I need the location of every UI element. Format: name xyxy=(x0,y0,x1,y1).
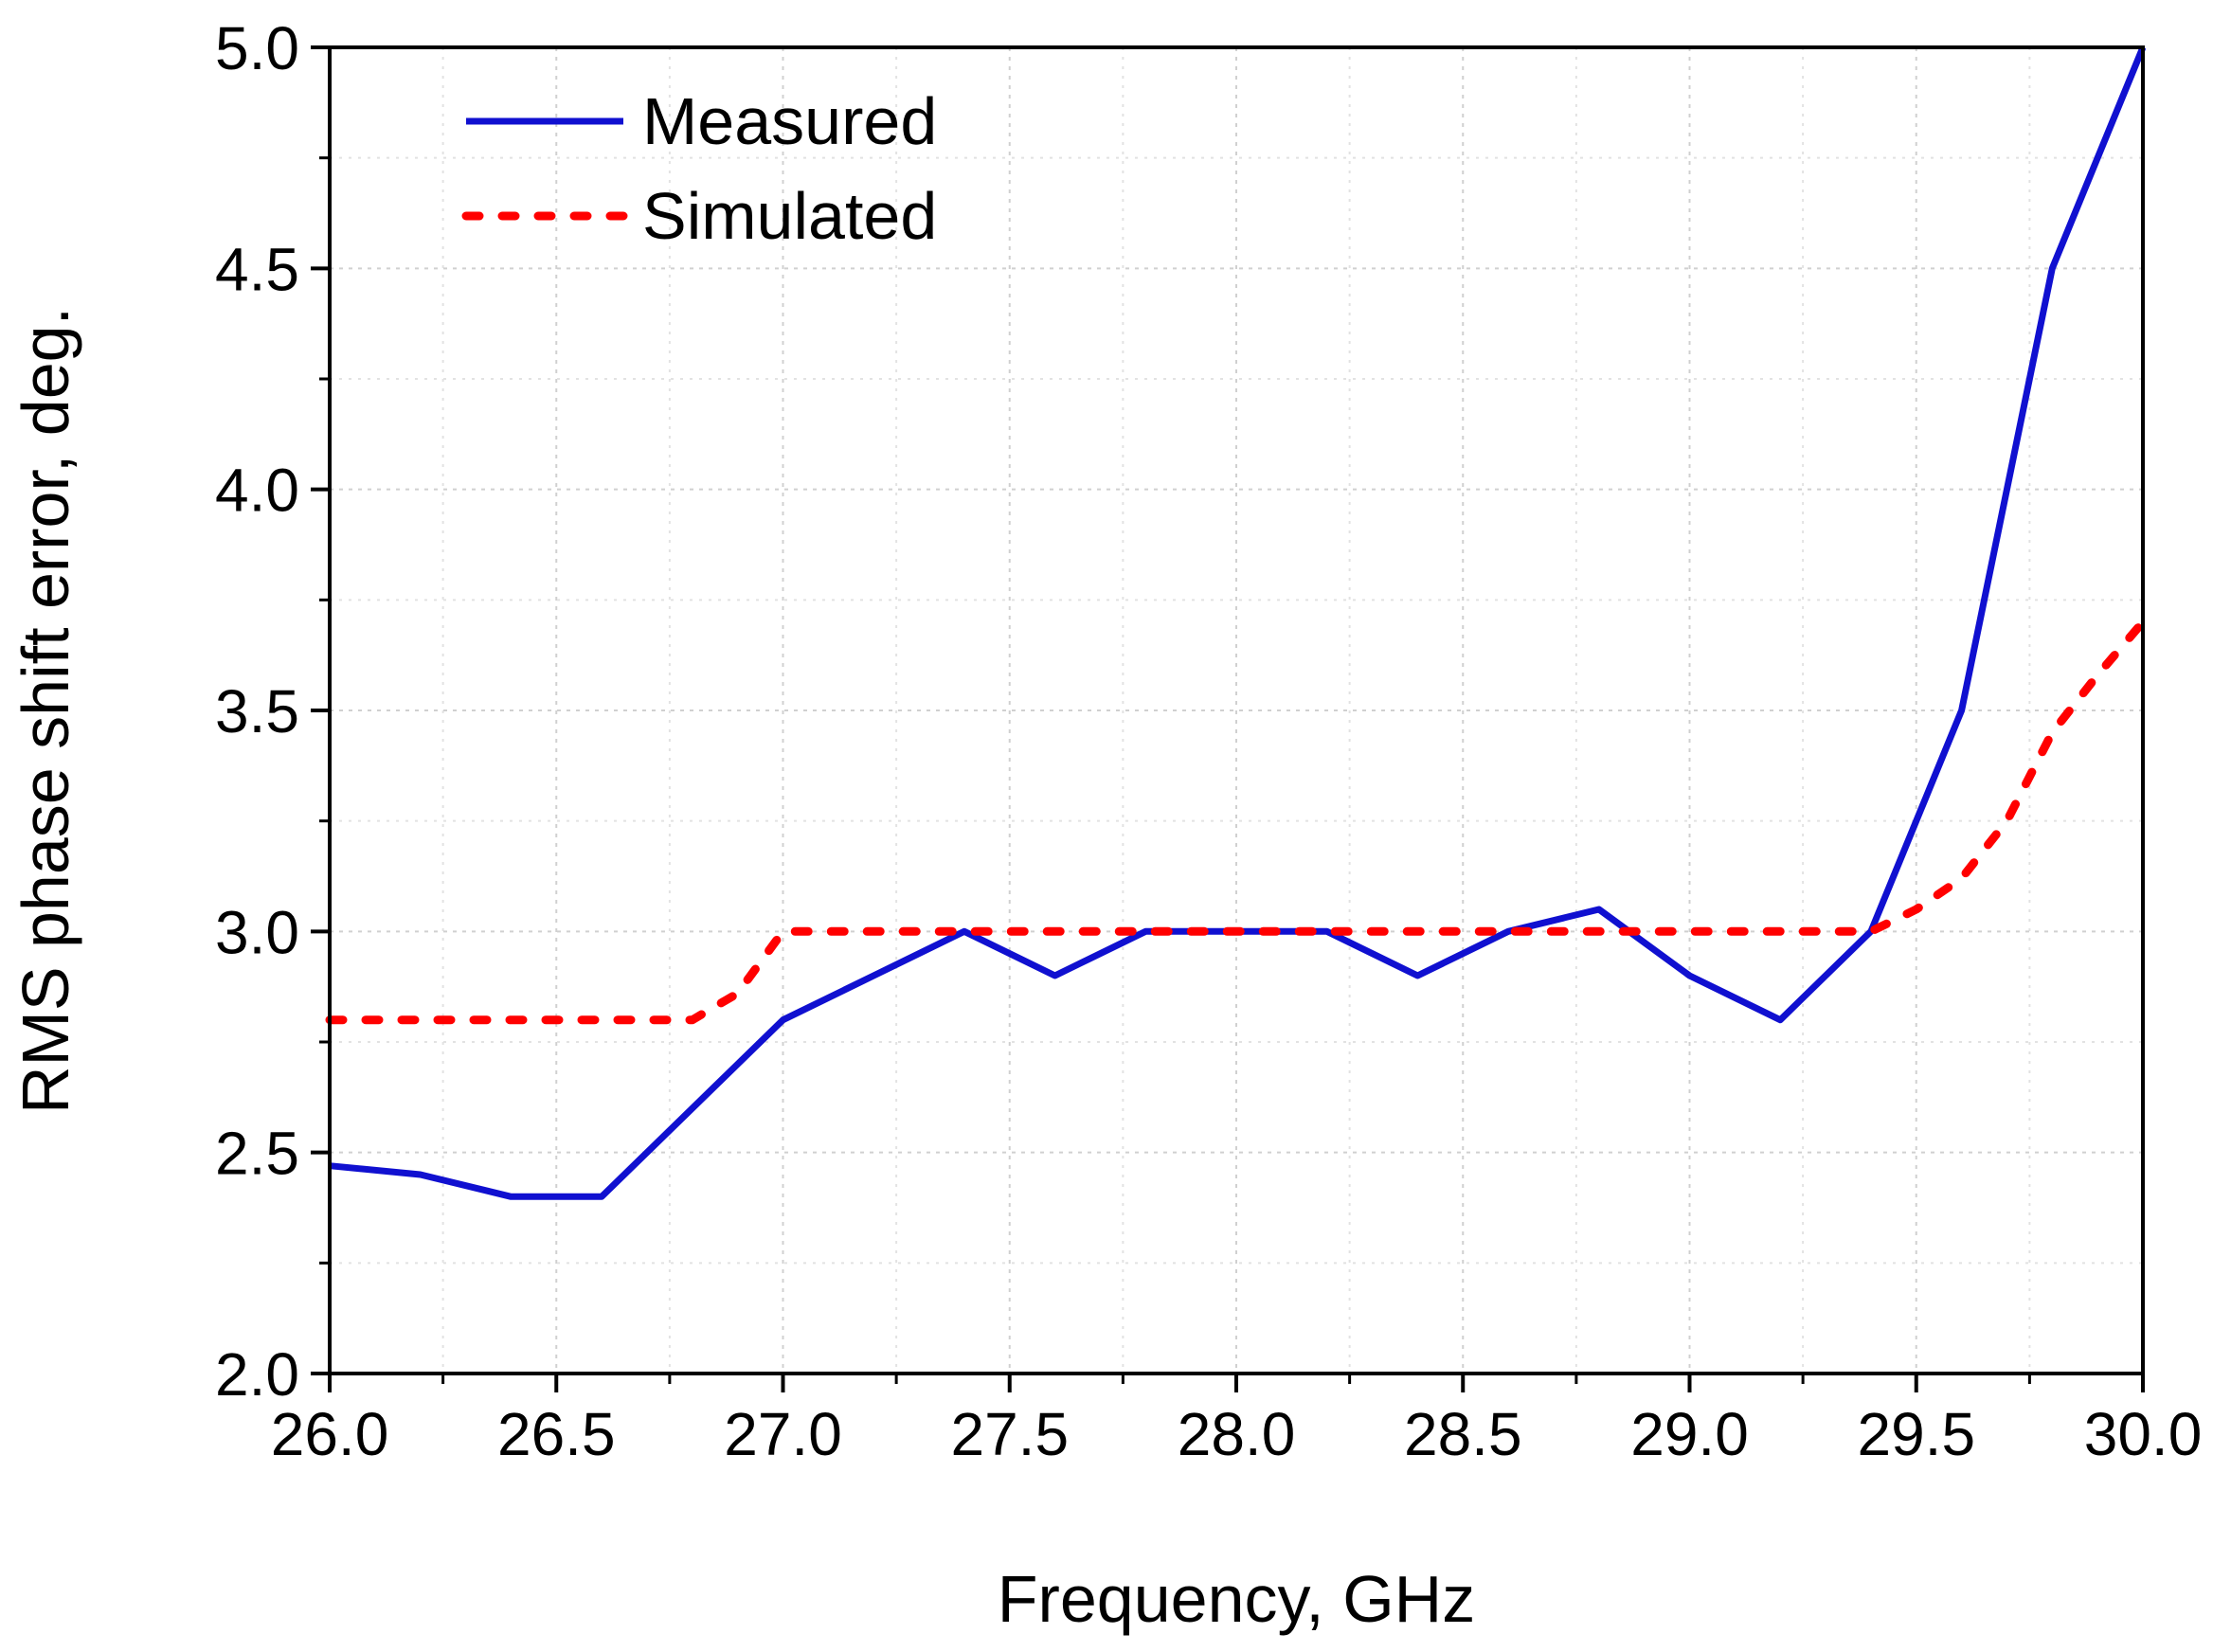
ticks xyxy=(311,45,2145,1392)
grid xyxy=(329,46,2144,1374)
legend: Measured Simulated xyxy=(461,84,937,253)
x-tick-label: 27.0 xyxy=(724,1400,842,1468)
y-tick-label: 4.5 xyxy=(215,235,299,303)
y-axis-label: RMS phase shift error, deg. xyxy=(9,307,82,1114)
x-tick-label: 29.5 xyxy=(1857,1400,1975,1468)
series-line-simulated xyxy=(325,618,2148,1025)
x-tick-label: 26.0 xyxy=(271,1400,389,1468)
x-tick-label: 28.0 xyxy=(1178,1400,1296,1468)
x-axis-label: Frequency, GHz xyxy=(998,1562,1475,1636)
x-tick-label: 30.0 xyxy=(2084,1400,2203,1468)
y-tick-label: 3.0 xyxy=(215,898,299,966)
x-tick-label: 26.5 xyxy=(497,1400,616,1468)
y-tick-label: 2.5 xyxy=(215,1120,299,1188)
series-layer xyxy=(325,45,2148,1200)
x-tick-label: 28.5 xyxy=(1404,1400,1522,1468)
x-tick-label: 27.5 xyxy=(950,1400,1069,1468)
legend-label-simulated: Simulated xyxy=(642,179,937,253)
tick-labels: 26.0 26.5 27.0 27.5 28.0 28.5 29.0 29.5 30.0 2.0 2… xyxy=(215,14,2202,1468)
y-tick-label: 5.0 xyxy=(215,14,299,82)
legend-label-measured: Measured xyxy=(642,84,937,158)
y-tick-label: 4.0 xyxy=(215,457,299,525)
y-tick-label: 2.0 xyxy=(215,1340,299,1409)
x-tick-label: 29.0 xyxy=(1630,1400,1749,1468)
y-tick-label: 3.5 xyxy=(215,677,299,745)
